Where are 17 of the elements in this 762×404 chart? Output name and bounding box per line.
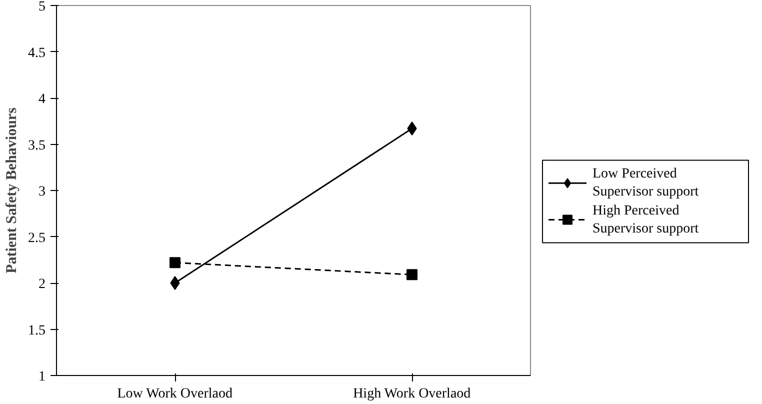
x-tick-label: High Work Overlaod (353, 386, 471, 402)
y-tick-label: 1.5 (28, 323, 46, 338)
legend-label: Low Perceived Supervisor support (592, 166, 699, 200)
x-tick-label: Low Work Overlaod (117, 386, 233, 402)
y-tick-label: 2.5 (28, 230, 46, 246)
y-tick-label: 4 (38, 92, 46, 107)
y-tick-label: 4.5 (28, 46, 46, 61)
point (170, 276, 180, 290)
y-tick-label: 1 (38, 370, 46, 384)
legend-label: High Perceived Supervisor support (592, 203, 699, 236)
y-axis-title: Patient Safety Behaviours (4, 107, 20, 274)
point (170, 257, 180, 268)
y-tick-label: 2 (38, 277, 46, 292)
y-tick-label: 3 (38, 184, 46, 200)
y-tick-label: 5 (38, 0, 46, 14)
y-tick-label: 3.5 (28, 138, 46, 154)
point (406, 269, 418, 280)
